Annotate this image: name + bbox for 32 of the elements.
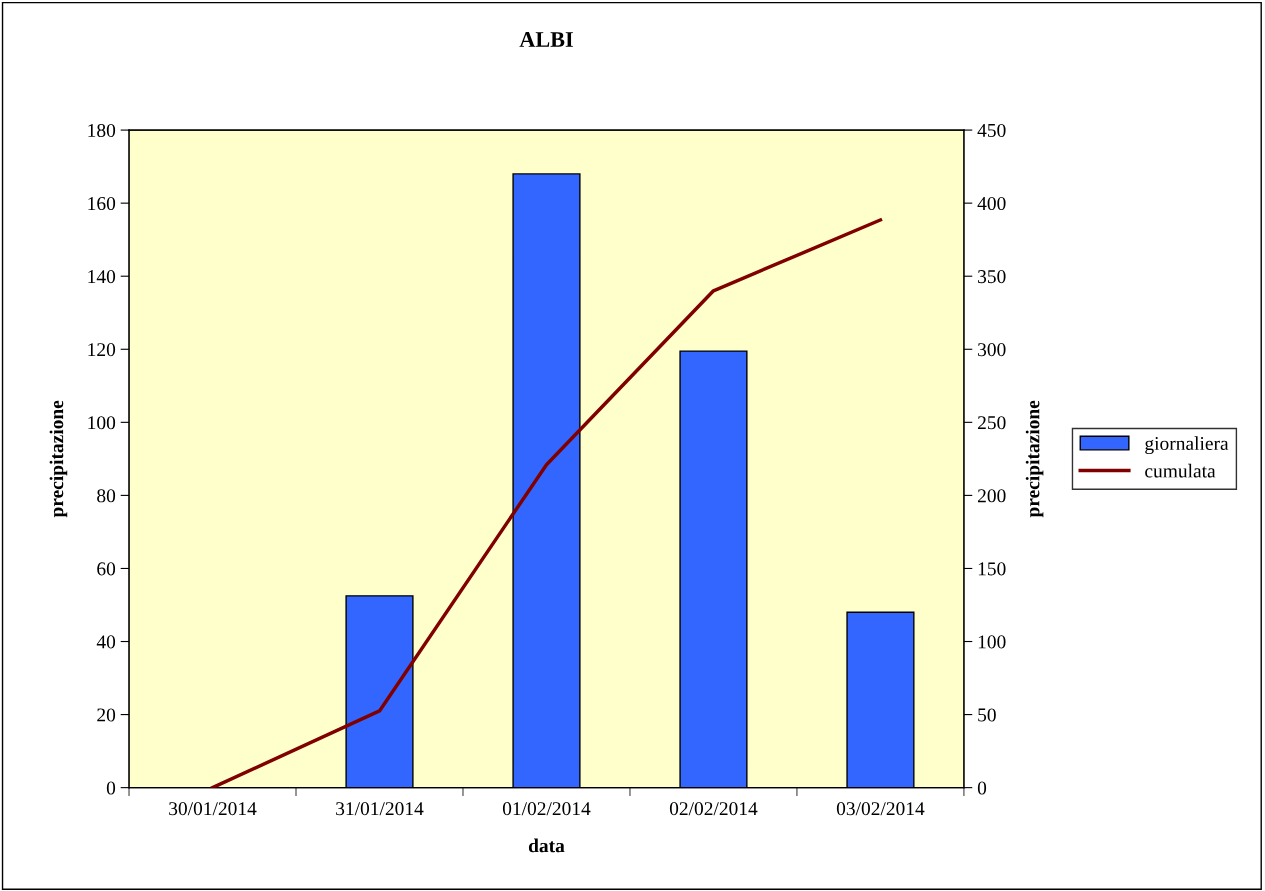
x-tick-label: 31/01/2014 bbox=[336, 802, 424, 816]
y2-tick-label: 400 bbox=[977, 196, 1006, 211]
y-tick-label: 60 bbox=[97, 562, 116, 576]
y-tick-label: 180 bbox=[88, 123, 116, 138]
y2-axis-title: precipitazione bbox=[1025, 400, 1044, 518]
y2-tick-label: 150 bbox=[978, 562, 1006, 576]
y2-tick-label: 300 bbox=[978, 343, 1006, 357]
y-tick-label: 40 bbox=[96, 635, 116, 649]
y-tick-label: 160 bbox=[88, 196, 116, 211]
x-tick-label: 02/02/2014 bbox=[669, 802, 758, 816]
x-axis-title: data bbox=[528, 838, 565, 853]
y-tick-label: 100 bbox=[88, 416, 116, 430]
x-tick-label: 03/02/2014 bbox=[836, 802, 925, 816]
x-tick-label: 30/01/2014 bbox=[169, 802, 257, 816]
y-axis-title: precipitazione bbox=[49, 400, 68, 518]
chart-title: ALBI bbox=[519, 32, 573, 47]
legend-label: cumulata bbox=[1145, 463, 1216, 478]
y2-tick-label: 100 bbox=[978, 635, 1006, 649]
y-tick-label: 140 bbox=[88, 270, 116, 284]
y-tick-label: 80 bbox=[97, 489, 116, 503]
y2-tick-label: 250 bbox=[977, 416, 1006, 430]
y2-tick-label: 200 bbox=[977, 489, 1006, 503]
line-series bbox=[210, 218, 883, 788]
y2-tick-label: 450 bbox=[977, 123, 1006, 138]
y2-tick-label: 350 bbox=[978, 270, 1006, 284]
x-tick-label: 01/02/2014 bbox=[502, 802, 591, 816]
y2-tick-label: 50 bbox=[978, 708, 996, 722]
legend-label: giornaliera bbox=[1145, 436, 1229, 455]
y-tick-label: 0 bbox=[106, 781, 116, 795]
y2-tick-label: 0 bbox=[977, 781, 987, 795]
y-tick-label: 20 bbox=[97, 708, 116, 722]
y-tick-label: 120 bbox=[88, 343, 116, 357]
